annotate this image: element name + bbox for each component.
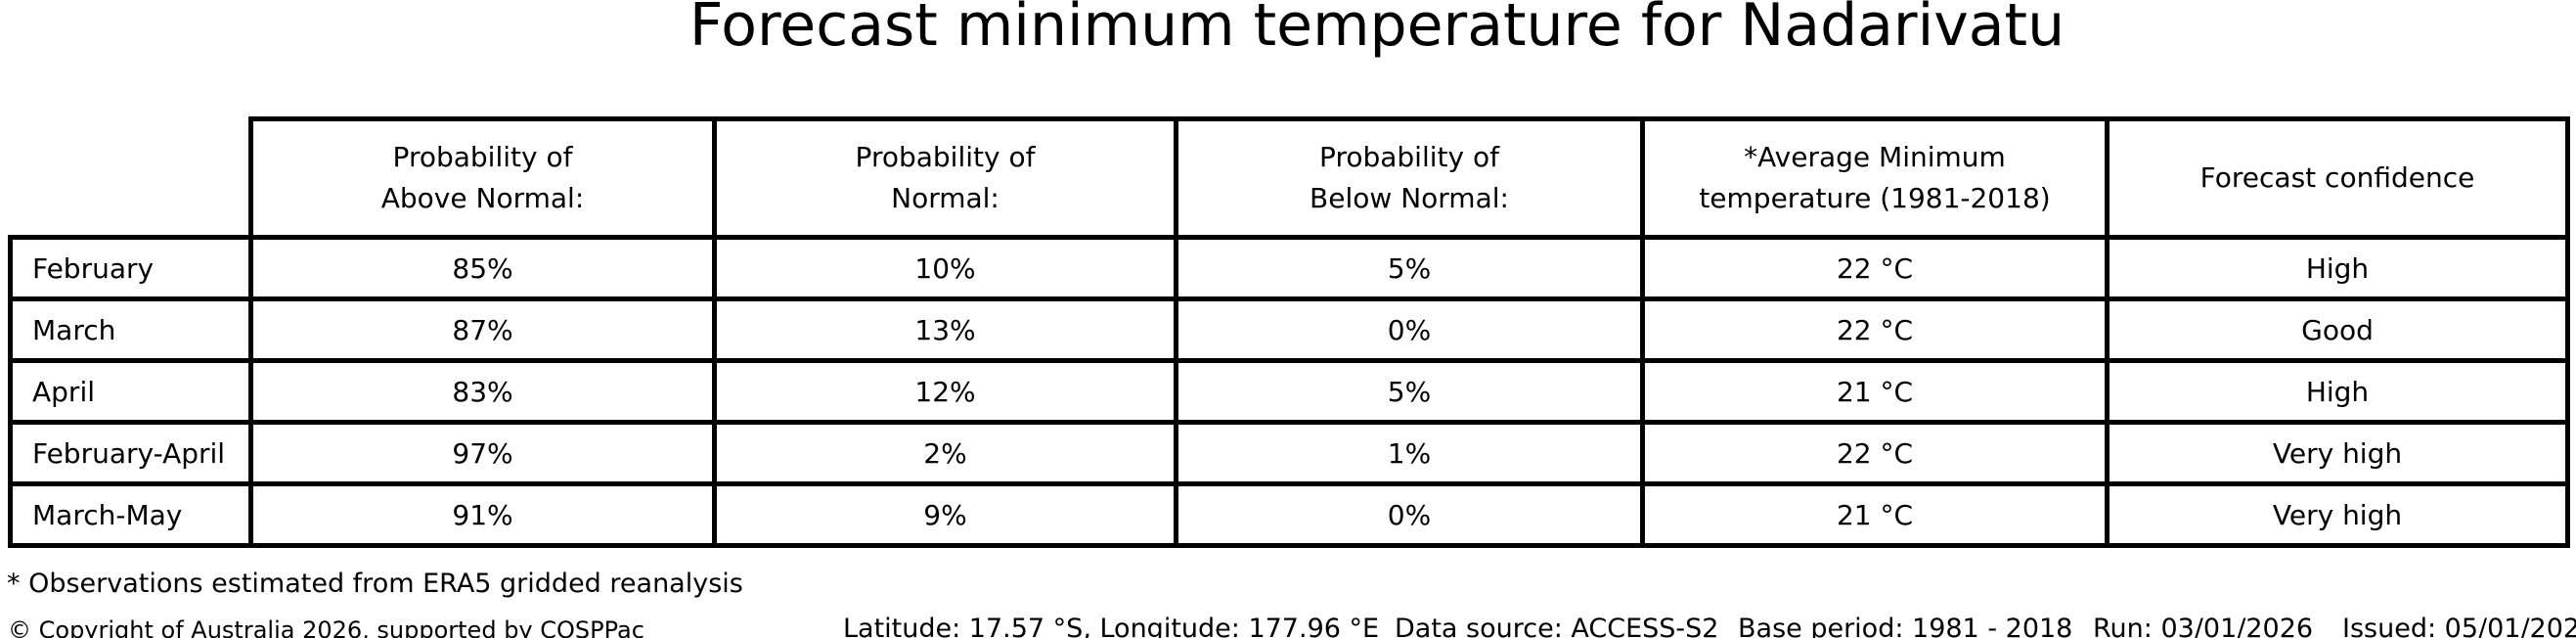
table-cell: 12% xyxy=(712,358,1178,425)
table-row-march-may: March-May 91% 9% 0% 21 °C Very high xyxy=(8,481,2570,548)
table-cell: 21 °C xyxy=(1640,481,2110,548)
corner-cell xyxy=(11,119,251,238)
table-row-march: March 87% 13% 0% 22 °C Good xyxy=(8,296,2570,363)
row-label: February-April xyxy=(8,420,253,486)
table-cell: 87% xyxy=(248,296,717,363)
col-header-forecast-confidence: Forecast confidence xyxy=(2105,116,2570,240)
table-cell: 97% xyxy=(248,420,717,486)
issued-date-text: Issued: 05/01/2026 xyxy=(2342,614,2576,638)
col-header-prob-normal: Probability of Normal: xyxy=(712,116,1178,240)
table-cell: 9% xyxy=(712,481,1178,548)
table-cell: 1% xyxy=(1174,420,1645,486)
table-cell: High xyxy=(2105,235,2570,301)
row-label: March xyxy=(8,296,253,363)
table-cell: Good xyxy=(2105,296,2570,363)
table-row-february: February 85% 10% 5% 22 °C High xyxy=(8,235,2570,301)
data-source-text: Data source: ACCESS-S2 xyxy=(1395,614,1719,638)
table-row-april: April 83% 12% 5% 21 °C High xyxy=(8,358,2570,425)
table-cell: 0% xyxy=(1174,481,1645,548)
table-row-february-april: February-April 97% 2% 1% 22 °C Very high xyxy=(8,420,2570,486)
table-cell: Very high xyxy=(2105,481,2570,548)
table-cell: 21 °C xyxy=(1640,358,2110,425)
copyright-text: © Copyright of Australia 2026, supported… xyxy=(8,616,644,638)
row-label: February xyxy=(8,235,253,301)
table-cell: High xyxy=(2105,358,2570,425)
table-cell: 22 °C xyxy=(1640,235,2110,301)
col-header-prob-above-normal: Probability of Above Normal: xyxy=(248,116,717,240)
forecast-table: Probability of Above Normal: Probability… xyxy=(8,116,2570,548)
run-date-text: Run: 03/01/2026 xyxy=(2093,614,2314,638)
table-cell: 91% xyxy=(248,481,717,548)
table-cell: 13% xyxy=(712,296,1178,363)
col-header-prob-below-normal: Probability of Below Normal: xyxy=(1174,116,1645,240)
table-cell: 85% xyxy=(248,235,717,301)
table-cell: 2% xyxy=(712,420,1178,486)
row-label: April xyxy=(8,358,253,425)
table-cell: 10% xyxy=(712,235,1178,301)
table-cell: 22 °C xyxy=(1640,296,2110,363)
row-label: March-May xyxy=(8,481,253,548)
col-header-avg-min-temp: *Average Minimum temperature (1981-2018) xyxy=(1640,116,2110,240)
table-cell: 22 °C xyxy=(1640,420,2110,486)
table-cell: 0% xyxy=(1174,296,1645,363)
location-text: Latitude: 17.57 °S, Longitude: 177.96 °E xyxy=(843,614,1380,638)
header-row: Probability of Above Normal: Probability… xyxy=(11,116,2570,240)
table-cell: 83% xyxy=(248,358,717,425)
footnote: * Observations estimated from ERA5 gridd… xyxy=(7,569,743,599)
table-cell: 5% xyxy=(1174,235,1645,301)
base-period-text: Base period: 1981 - 2018 xyxy=(1738,614,2073,638)
table-cell: Very high xyxy=(2105,420,2570,486)
table-cell: 5% xyxy=(1174,358,1645,425)
page-title: Forecast minimum temperature for Nadariv… xyxy=(688,0,2065,60)
